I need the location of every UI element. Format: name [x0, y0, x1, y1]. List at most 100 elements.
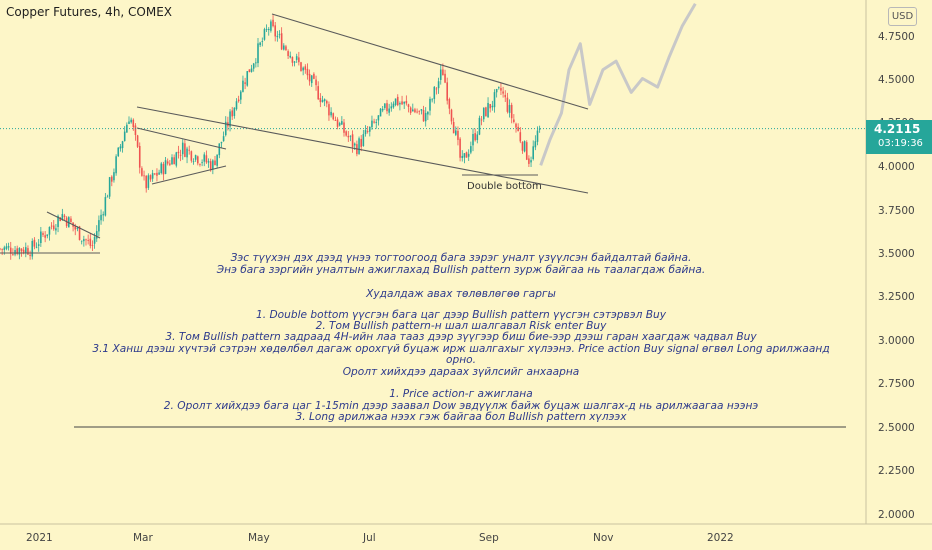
candle-body: [199, 163, 201, 165]
candle-body: [310, 75, 313, 84]
candle-body: [465, 152, 468, 158]
candle-body: [455, 130, 457, 135]
time-tick: 2022: [707, 532, 734, 544]
candle-body: [416, 111, 418, 113]
candle-body: [164, 160, 167, 174]
candle-body: [42, 233, 44, 235]
price-tick: 2.0000: [878, 509, 915, 521]
candle-body: [85, 239, 87, 241]
candle-body: [476, 134, 479, 140]
candle-body: [467, 153, 470, 157]
candle-body: [384, 103, 386, 108]
candle-body: [444, 73, 446, 83]
candle-body: [336, 119, 339, 127]
candle-body: [80, 240, 83, 242]
flag-lower-line: [151, 165, 227, 185]
candle-body: [149, 175, 152, 180]
candle-body: [485, 107, 487, 117]
candle-body: [427, 111, 429, 115]
candle-body: [435, 88, 438, 90]
candle-body: [169, 163, 171, 165]
candle-body: [459, 138, 461, 158]
candle-body: [513, 119, 515, 123]
candle-body: [409, 107, 412, 113]
left-triangle-upper-line: [46, 211, 101, 239]
candle-body: [431, 99, 433, 101]
candle-body: [209, 161, 212, 171]
price-axis[interactable]: 4.7500 4.5000 4.2500 4.0000 3.7500 3.500…: [878, 31, 915, 521]
flag-upper-line: [136, 127, 227, 150]
candle-body: [472, 134, 474, 146]
candle-body: [272, 19, 274, 27]
candle-body: [5, 246, 8, 249]
candle-body: [35, 246, 38, 248]
time-axis[interactable]: 2021 Mar May Jul Sep Nov 2022: [26, 532, 734, 544]
candle-body: [40, 231, 42, 244]
candle-body: [57, 215, 59, 228]
candle-body: [22, 249, 25, 253]
candle-body: [278, 34, 281, 36]
candle-body: [345, 131, 347, 136]
candle-body: [250, 68, 253, 72]
candle-body: [244, 82, 246, 84]
bar-countdown: 03:19:36: [878, 138, 923, 149]
note-line: 1. Double bottom үүсгэн бага цаг дээр Bu…: [256, 309, 666, 321]
candle-body: [530, 160, 532, 163]
note-line: Энэ бага зэргийн уналтын ажиглахад Bulli…: [216, 264, 706, 276]
candle-body: [295, 56, 298, 60]
candle-body: [205, 155, 208, 163]
candle-body: [270, 21, 272, 31]
currency-selector[interactable]: USD: [888, 7, 917, 26]
candle-body: [173, 157, 175, 165]
candle-body: [87, 240, 89, 241]
candle-body: [1, 248, 3, 250]
candle-body: [457, 130, 459, 140]
candle-body: [136, 135, 139, 147]
note-line: Худалдаж авах төлөвлөгөө гаргы: [366, 288, 556, 300]
candle-body: [216, 154, 218, 166]
candle-body: [343, 122, 345, 133]
candle-body: [489, 103, 491, 109]
candle-body: [493, 92, 496, 108]
candle-body: [388, 108, 390, 113]
candle-body: [95, 231, 98, 239]
candle-body: [248, 69, 251, 73]
candle-body: [106, 196, 109, 198]
candle-body: [300, 62, 302, 71]
candle-body: [78, 226, 81, 241]
candle-body: [422, 110, 425, 122]
candle-body: [207, 161, 210, 163]
candle-body: [276, 35, 279, 38]
candle-body: [424, 112, 427, 122]
candle-body: [111, 176, 113, 182]
note-line: 3.1 Ханш дээш хүчтэй сэтрэн хөдөлбөл даг…: [92, 343, 830, 367]
candle-body: [362, 134, 365, 146]
candle-body: [517, 126, 519, 132]
candle-body: [364, 130, 367, 135]
candle-body: [154, 173, 156, 175]
candle-body: [184, 143, 186, 157]
candle-body: [83, 239, 85, 242]
candle-body: [59, 217, 61, 222]
note-line: Зэс түүхэн дэх дээд үнээ тогтоогоод бага…: [230, 252, 692, 264]
price-tick: 3.5000: [878, 248, 915, 260]
candle-body: [390, 106, 393, 109]
candle-body: [347, 135, 350, 138]
candle-body: [433, 86, 436, 100]
candle-body: [317, 86, 319, 100]
candle-body: [369, 126, 371, 132]
candle-body: [330, 111, 332, 116]
candle-body: [263, 29, 266, 40]
candle-body: [158, 172, 160, 175]
candle-body: [100, 214, 102, 221]
candle-body: [246, 71, 249, 86]
price-tick: 3.0000: [878, 335, 915, 347]
candle-body: [98, 220, 100, 232]
candle-body: [233, 107, 236, 116]
candle-body: [377, 115, 380, 121]
candle-body: [463, 153, 466, 158]
candle-body: [102, 214, 104, 216]
candle-body: [76, 227, 79, 230]
